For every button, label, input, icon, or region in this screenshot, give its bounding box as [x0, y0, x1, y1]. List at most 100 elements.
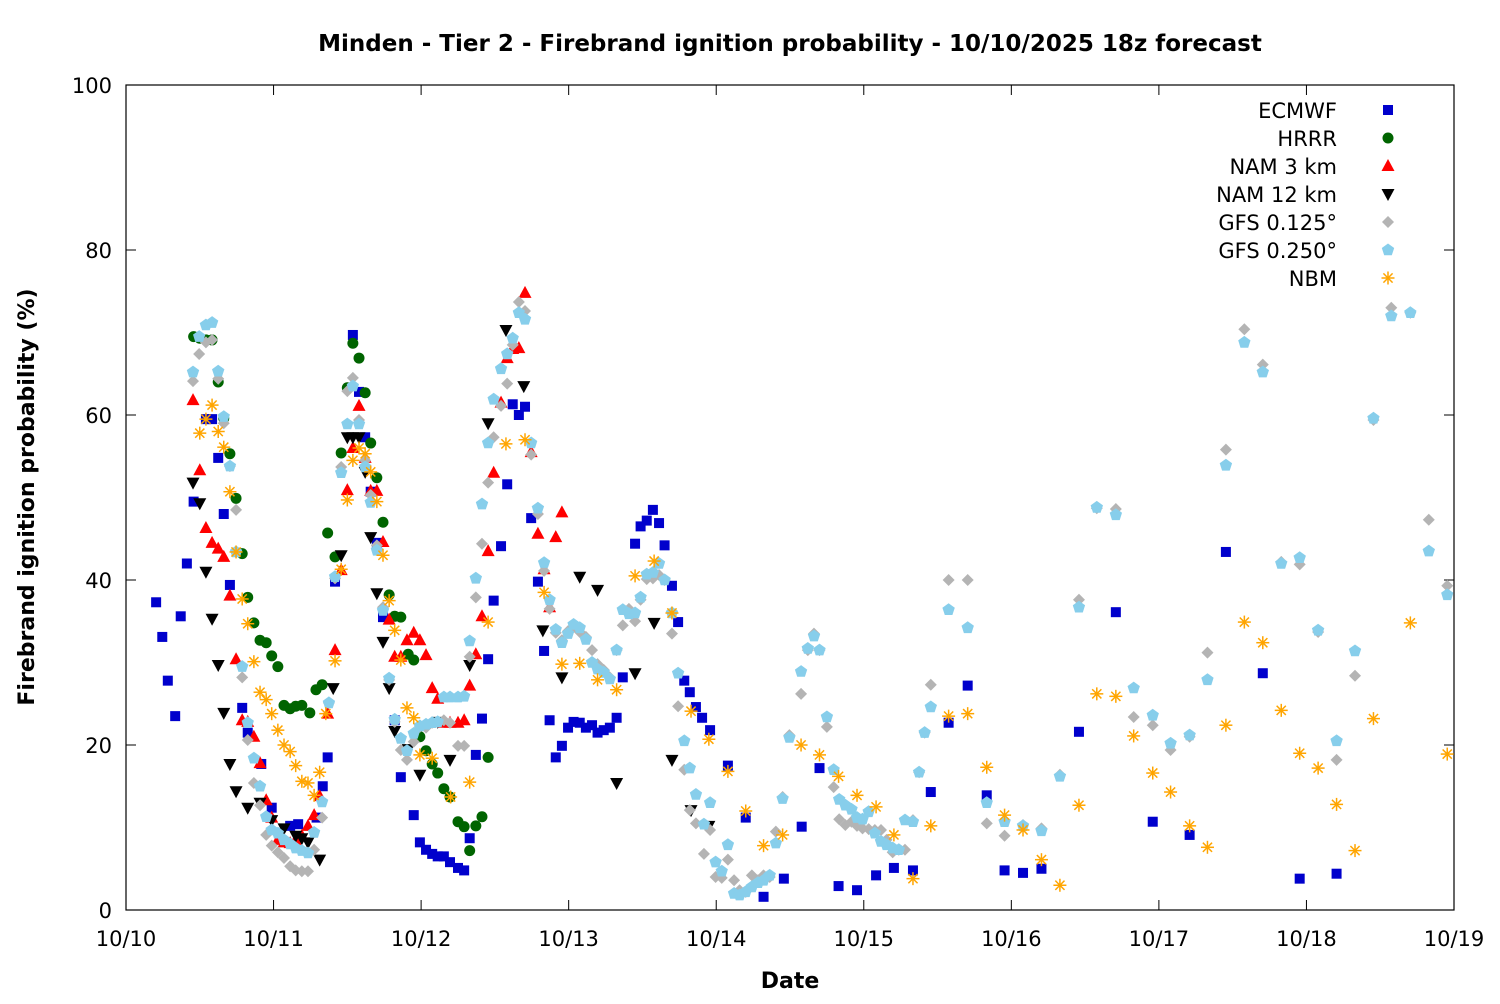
data-point [862, 805, 875, 818]
data-point [242, 727, 253, 738]
data-point [463, 659, 477, 672]
data-point [795, 687, 808, 700]
data-point [673, 617, 684, 628]
data-point [556, 740, 567, 751]
data-point [400, 701, 414, 715]
data-point [334, 562, 348, 576]
legend-marker [1383, 105, 1393, 115]
data-point [432, 767, 444, 779]
data-point [555, 636, 569, 648]
x-tick-label: 10/10 [96, 927, 157, 951]
data-point [1237, 615, 1251, 629]
data-point [307, 788, 321, 802]
data-point [420, 745, 432, 757]
data-point [1422, 513, 1435, 526]
data-point [907, 865, 918, 876]
data-point [980, 760, 994, 774]
data-point [531, 526, 545, 539]
data-point [1256, 636, 1270, 650]
data-point [1053, 878, 1067, 892]
data-point [513, 410, 524, 420]
data-point [235, 592, 249, 606]
data-point [1016, 823, 1030, 837]
legend-marker [1381, 159, 1395, 171]
data-point [193, 463, 207, 476]
data-point [1219, 718, 1233, 732]
data-point [347, 337, 359, 349]
data-point [888, 862, 899, 873]
data-point [1219, 443, 1232, 456]
data-point [346, 453, 360, 467]
data-point [574, 717, 585, 728]
data-point [635, 521, 646, 532]
data-point [634, 590, 647, 603]
data-point [464, 845, 476, 857]
data-point [820, 710, 834, 723]
data-point [459, 865, 470, 876]
data-point [188, 496, 199, 507]
data-point [271, 723, 285, 737]
data-point [237, 702, 248, 713]
data-point [776, 792, 789, 804]
y-tick-label: 60 [85, 404, 112, 428]
data-point [684, 704, 698, 718]
data-point [1238, 335, 1251, 348]
data-point [170, 711, 181, 722]
data-point [388, 725, 402, 738]
x-tick-label: 10/13 [538, 927, 599, 951]
data-point [776, 828, 790, 842]
data-point [431, 715, 444, 728]
data-point [869, 800, 883, 814]
data-point [388, 712, 401, 725]
data-point [463, 775, 477, 789]
data-point [413, 633, 427, 646]
x-tick-label: 10/15 [834, 927, 895, 951]
data-point [702, 732, 716, 746]
data-point [283, 745, 297, 759]
data-point [549, 623, 562, 635]
data-point [236, 660, 249, 672]
data-point [1146, 719, 1159, 732]
data-point [728, 874, 741, 887]
data-point [277, 823, 291, 836]
data-point [453, 862, 463, 873]
data-point [1293, 746, 1307, 760]
data-point [778, 873, 789, 884]
data-point [265, 707, 279, 721]
data-point [247, 751, 261, 764]
data-point [512, 341, 526, 354]
data-point [507, 399, 518, 410]
data-point [628, 668, 642, 681]
data-point [443, 754, 457, 767]
data-point [499, 325, 513, 338]
data-point [525, 448, 538, 461]
data-point [1127, 681, 1140, 694]
data-point [253, 779, 267, 792]
data-point [647, 504, 658, 515]
data-point [1146, 708, 1159, 721]
data-point [266, 650, 278, 662]
data-point [1275, 557, 1288, 569]
data-point [573, 621, 586, 634]
data-point [376, 604, 390, 616]
data-point [715, 864, 728, 877]
data-point [414, 837, 425, 848]
x-tick-label: 10/12 [391, 927, 452, 951]
data-point [1219, 458, 1233, 471]
data-point [211, 541, 225, 554]
data-point [758, 891, 769, 902]
data-point [458, 821, 470, 833]
data-point [641, 515, 652, 526]
data-point [370, 588, 384, 601]
data-point [359, 387, 371, 399]
data-point [445, 857, 456, 868]
data-point [476, 811, 488, 823]
data-point [217, 707, 231, 720]
data-point [961, 574, 974, 586]
data-point [319, 707, 333, 721]
data-point [463, 678, 477, 691]
data-point [481, 436, 495, 449]
data-point [407, 711, 421, 725]
data-point [689, 788, 703, 800]
data-point [820, 720, 833, 733]
